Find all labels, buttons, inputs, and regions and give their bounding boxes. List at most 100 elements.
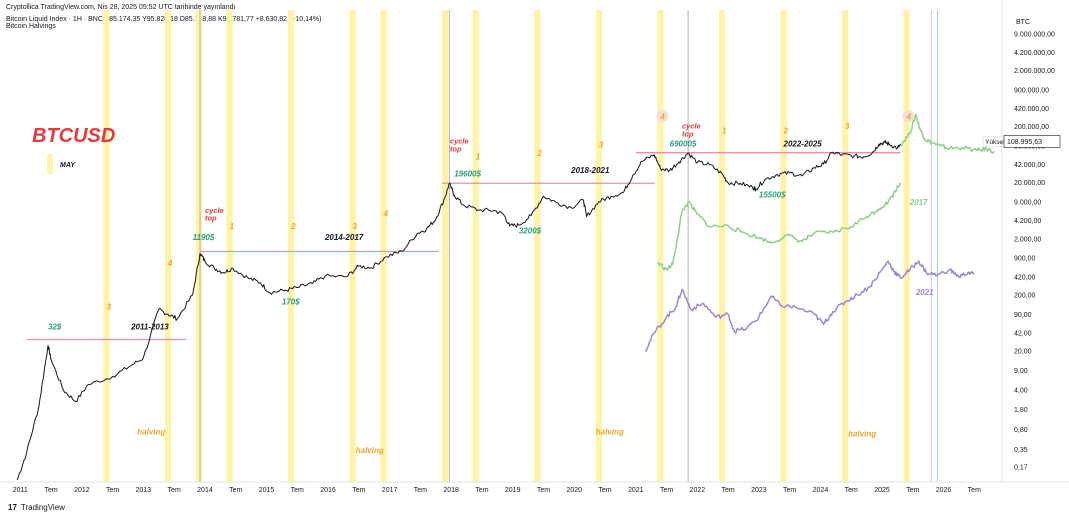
annotation-label: cycle — [450, 137, 469, 146]
price-tag-value: 108.995,63 — [1007, 139, 1042, 146]
annotation-label: 2 — [783, 127, 789, 136]
x-tick-label: Tem — [598, 487, 611, 494]
halving-band — [349, 10, 356, 482]
publish-line: Cryptollica TradingView.com, Nis 28, 202… — [6, 4, 236, 11]
halving-band — [718, 10, 726, 482]
price-tag-box — [1003, 135, 1061, 148]
y-tick-label: 420.000,00 — [1014, 106, 1049, 113]
halving-band — [288, 10, 295, 482]
legend-swatch — [47, 154, 53, 174]
currency-label: BTC — [1016, 19, 1030, 26]
halving-band — [380, 10, 387, 482]
x-tick-label: Tem — [537, 487, 550, 494]
annotation-label: 2022-2025 — [783, 140, 823, 149]
y-tick-label: 900,00 — [1014, 256, 1036, 263]
x-tick-label: Tem — [168, 487, 181, 494]
annotation-label: 2021 — [915, 288, 934, 297]
annotation-label: 2014-2017 — [324, 233, 364, 242]
x-tick-label: Tem — [475, 487, 488, 494]
x-tick-label: 2025 — [874, 487, 890, 494]
x-tick-label: Tem — [721, 487, 734, 494]
x-tick-label: Tem — [414, 487, 427, 494]
x-tick-label: Tem — [968, 487, 981, 494]
halving-marker-circle — [656, 110, 669, 123]
annotation-label: cycle — [682, 122, 701, 131]
indicator-line[interactable]: Bitcoin Halvings — [6, 23, 56, 30]
annotation-label: 1 — [476, 152, 481, 161]
x-tick-label: 2021 — [628, 487, 644, 494]
x-tick-label: 2017 — [382, 487, 398, 494]
halving-band — [903, 10, 910, 482]
x-tick-label: Tem — [106, 487, 119, 494]
annotation-label: halving — [356, 446, 384, 455]
halving-band — [103, 10, 110, 482]
annotation-label: 3 — [353, 222, 358, 231]
x-tick-label: 2026 — [936, 487, 952, 494]
halving-band — [534, 10, 541, 482]
annotation-label: halving — [848, 429, 876, 438]
y-tick-label: 0,80 — [1014, 427, 1028, 434]
x-tick-label: 2014 — [197, 487, 213, 494]
x-tick-label: 2018 — [443, 487, 459, 494]
annotation-label: 2 — [290, 222, 296, 231]
annotation-label: top — [450, 145, 462, 154]
x-tick-label: 2016 — [320, 487, 336, 494]
x-tick-label: Tem — [845, 487, 858, 494]
y-tick-label: 420,00 — [1014, 274, 1036, 281]
annotation-label: 1 — [722, 127, 727, 136]
price-tag-name-box — [982, 136, 1003, 147]
ohlc-line[interactable]: Bitcoin Liquid Index · 1H · BNC A85.174,… — [6, 16, 322, 23]
series-line-2017 — [656, 182, 902, 271]
x-tick-label: Tem — [291, 487, 304, 494]
annotation-label: 15500$ — [759, 190, 786, 199]
annotation-label: 170$ — [282, 297, 300, 306]
annotation-label: 32$ — [48, 323, 62, 332]
x-tick-label: Tem — [44, 487, 57, 494]
x-tick-label: 2015 — [259, 487, 275, 494]
y-tick-label: 42,00 — [1014, 330, 1032, 337]
x-tick-label: 2024 — [813, 487, 829, 494]
x-tick-label: Tem — [660, 487, 673, 494]
brand-label: TradingView — [20, 503, 65, 512]
x-tick-label: 2023 — [751, 487, 767, 494]
annotation-label: halving — [596, 427, 624, 436]
y-tick-label: 90,00 — [1014, 312, 1032, 319]
halving-band — [195, 10, 202, 482]
series-line-2017 — [900, 113, 995, 154]
annotation-label: 19600$ — [454, 169, 481, 178]
y-tick-label: 9.000,00 — [1014, 200, 1041, 207]
legend-label: MAY — [60, 162, 76, 169]
x-tick-label: Tem — [352, 487, 365, 494]
series-line-btcusd — [16, 140, 901, 481]
halving-marker-circle — [902, 110, 915, 123]
symbol-header: Bitcoin Liquid Index · 1H · BNC A85.174,… — [6, 16, 322, 30]
annotation-label: 1190$ — [193, 233, 215, 242]
y-tick-label: 2.000.000,00 — [1014, 68, 1055, 75]
annotation-label: 2011-2013 — [130, 323, 169, 332]
annotation-label: 3200$ — [519, 226, 542, 235]
halving-band — [226, 10, 233, 482]
tradingview-logo-icon: 17 — [8, 503, 17, 512]
annotation-label: 4 — [167, 259, 173, 268]
tradingview-logo[interactable]: 17 TradingView — [8, 503, 65, 512]
y-tick-label: 900.000,00 — [1014, 88, 1049, 95]
annotation-label: 1 — [230, 222, 235, 231]
annotation-label: top — [682, 129, 694, 138]
halving-band — [472, 10, 479, 482]
y-tick-label: 4,00 — [1014, 388, 1028, 395]
x-tick-label: Tem — [229, 487, 242, 494]
y-tick-label: 1,80 — [1014, 407, 1028, 414]
annotation-label: 4 — [382, 209, 388, 218]
halving-band — [657, 10, 664, 482]
y-tick-label: 2.000,00 — [1014, 236, 1041, 243]
y-tick-label: 4.200,00 — [1014, 218, 1041, 225]
annotation-label: top — [205, 214, 217, 223]
halving-band — [841, 10, 849, 482]
y-tick-label: 200,00 — [1014, 292, 1036, 299]
annotation-label: 3 — [599, 141, 604, 150]
halving-band — [441, 10, 449, 482]
annotation-label: 2018-2021 — [570, 166, 610, 175]
halving-band — [780, 10, 787, 482]
